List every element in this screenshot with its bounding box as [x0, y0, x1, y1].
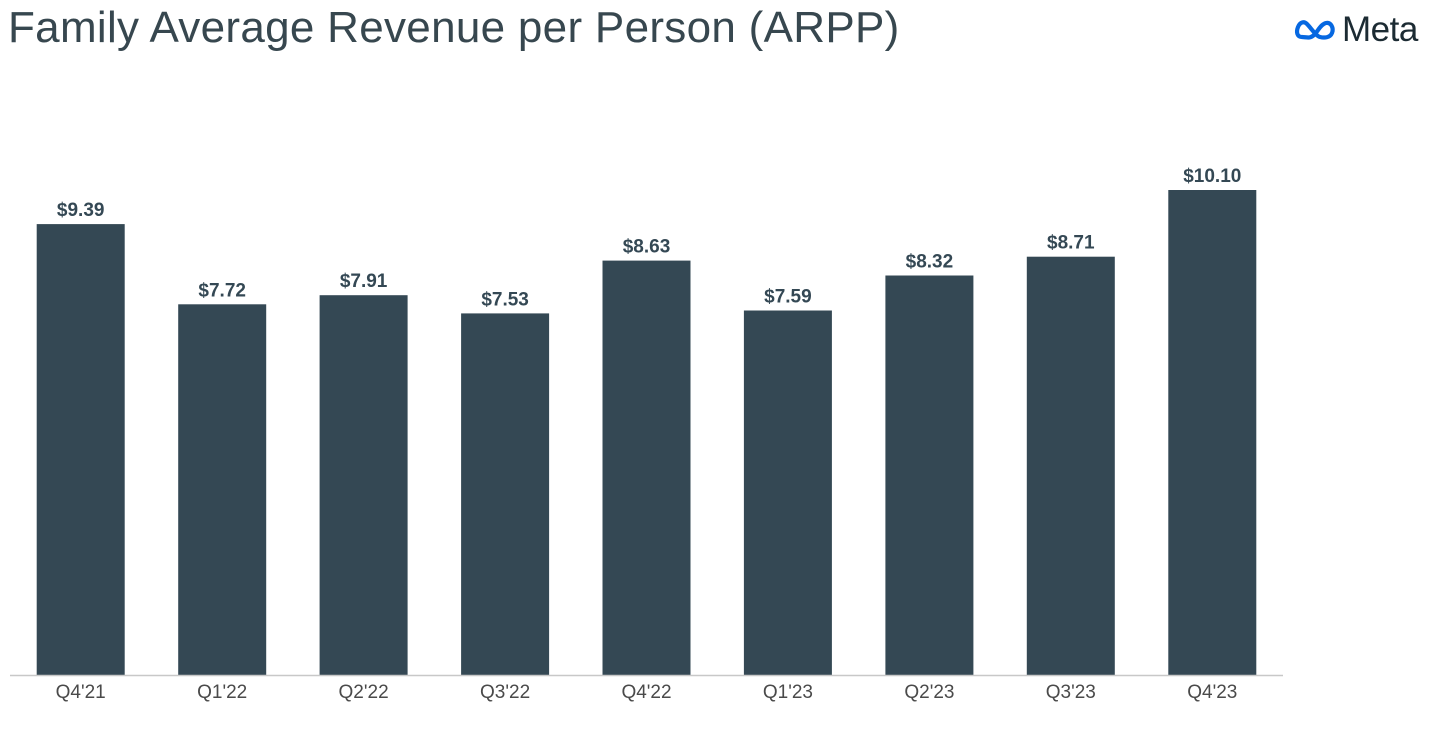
data-label: $7.59	[764, 287, 812, 308]
bar	[602, 260, 691, 675]
bar	[1168, 190, 1257, 675]
data-label: $7.53	[481, 289, 529, 310]
data-label: $9.39	[57, 200, 105, 221]
bar	[1026, 256, 1115, 675]
x-tick-label: Q3'23	[1046, 682, 1096, 703]
brand-name: Meta	[1342, 10, 1418, 49]
meta-infinity-logo-icon	[1294, 20, 1335, 40]
bar	[178, 304, 267, 675]
bar	[885, 275, 974, 675]
data-label: $10.10	[1183, 166, 1241, 187]
data-label: $7.72	[198, 280, 246, 301]
data-label: $8.63	[623, 237, 671, 258]
data-label: $7.91	[340, 271, 388, 292]
bar	[36, 224, 125, 675]
x-tick-label: Q4'22	[621, 682, 671, 703]
x-tick-label: Q1'23	[763, 682, 813, 703]
data-label: $8.71	[1047, 233, 1095, 254]
x-tick-label: Q2'23	[904, 682, 954, 703]
bar	[319, 295, 408, 675]
x-tick-label: Q4'23	[1187, 682, 1237, 703]
brand-logo: Meta	[1294, 10, 1418, 50]
x-tick-label: Q4'21	[56, 682, 106, 703]
data-label: $8.32	[906, 252, 954, 273]
x-tick-label: Q1'22	[197, 682, 247, 703]
bar	[743, 310, 832, 675]
x-tick-label: Q2'22	[339, 682, 389, 703]
bar	[461, 313, 550, 675]
chart-title: Family Average Revenue per Person (ARPP)	[8, 3, 900, 52]
x-tick-label: Q3'22	[480, 682, 530, 703]
